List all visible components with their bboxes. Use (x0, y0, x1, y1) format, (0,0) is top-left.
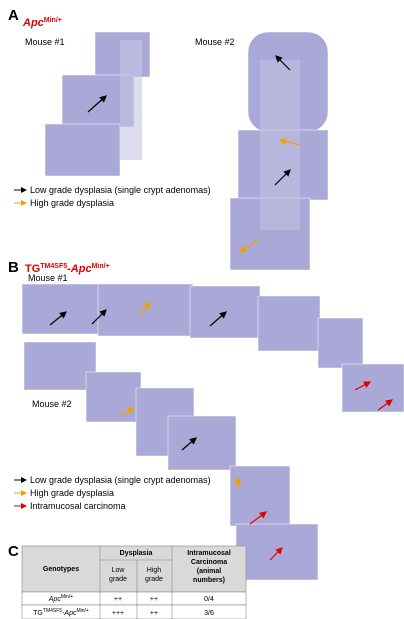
text: TM4SF5 (43, 608, 62, 614)
shape (190, 286, 260, 338)
table: Genotypes Dysplasia Low grade High grade… (22, 546, 246, 619)
legend-text: Low grade dysplasia (single crypt adenom… (30, 475, 211, 485)
mouse-label: Mouse #1 (25, 37, 65, 47)
legend-text: Low grade dysplasia (single crypt adenom… (30, 185, 211, 195)
page: A ApcMin/+ Mouse #1 Mouse #2 Low grade d… (0, 0, 404, 619)
shape (258, 296, 320, 351)
panel-label: C (8, 543, 19, 560)
text: ++ (114, 596, 122, 603)
tissue-mouse-2 (230, 32, 328, 270)
shape (22, 284, 100, 334)
shape (168, 416, 236, 470)
text: 3/6 (204, 610, 214, 617)
title-sup: Min/+ (44, 17, 62, 24)
text: Intramucosal (187, 550, 231, 557)
text: Apc (48, 596, 62, 603)
text: Low (112, 567, 126, 574)
title-base: Apc (22, 17, 44, 29)
text: grade (109, 576, 127, 583)
text: (animal (197, 568, 222, 575)
shape (86, 372, 141, 422)
title-sup: TM4SF5 (40, 263, 67, 270)
text: Min/+ (61, 594, 73, 600)
text: ++ (150, 596, 158, 603)
shape (236, 524, 318, 580)
text: Carcinoma (191, 559, 227, 566)
legend-text: High grade dysplasia (30, 198, 114, 208)
text: Dysplasia (120, 550, 153, 557)
mouse-label: Mouse #2 (195, 37, 235, 47)
shape (120, 40, 142, 160)
shape (260, 60, 300, 230)
shape (24, 342, 96, 390)
panel-label: A (8, 7, 19, 24)
shape (342, 364, 404, 412)
title-base: -Apc (67, 263, 91, 275)
mouse-label: Mouse #2 (32, 399, 72, 409)
legend-text: Intramucosal carcinoma (30, 501, 126, 511)
title-sup: Min/+ (92, 263, 110, 270)
shape (318, 318, 363, 368)
shape (98, 284, 193, 336)
shape (45, 124, 120, 176)
panel-label: B (8, 259, 19, 276)
text: ++ (150, 610, 158, 617)
panel-title: ApcMin/+ (22, 17, 62, 29)
text: grade (145, 576, 163, 583)
text: High (147, 567, 162, 574)
mouse-label: Mouse #1 (28, 273, 68, 283)
figure: A ApcMin/+ Mouse #1 Mouse #2 Low grade d… (0, 0, 404, 619)
text: -Apc (62, 610, 77, 617)
text: 0/4 (204, 596, 214, 603)
tissue-mouse-1 (45, 32, 150, 176)
text: +++ (112, 610, 124, 617)
text: Genotypes (43, 566, 79, 573)
text: numbers) (193, 577, 225, 584)
text: TG (33, 610, 43, 617)
legend-text: High grade dysplasia (30, 488, 114, 498)
tissue-mouse-2 (24, 342, 318, 580)
text: Min/+ (76, 608, 88, 614)
